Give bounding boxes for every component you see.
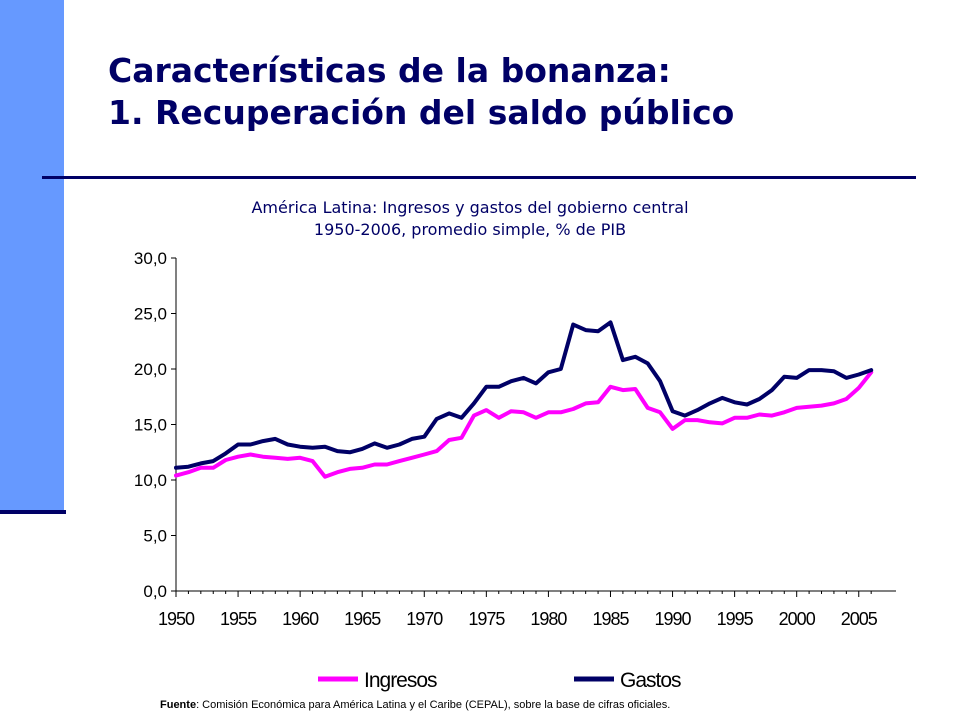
- x-axis: 1950 1955 1960 1965 1970 1975 1980 1985 1990 1995…: [158, 590, 896, 629]
- y-tick-label: 0,0: [143, 582, 167, 601]
- x-tick-label: 1955: [220, 609, 257, 629]
- slide-title: Características de la bonanza: 1. Recupe…: [108, 50, 734, 134]
- side-accent-line: [0, 510, 66, 514]
- chart-subtitle: 1950-2006, promedio simple, % de PIB: [313, 220, 627, 239]
- slide-title-line2: 1. Recuperación del saldo público: [108, 93, 735, 132]
- legend-label-gastos: Gastos: [620, 669, 681, 692]
- y-tick-label: 25,0: [134, 305, 167, 324]
- x-tick-label: 2005: [841, 609, 878, 629]
- series-line-ingresos: [174, 370, 874, 479]
- slide-title-line1: Características de la bonanza:: [108, 51, 671, 90]
- y-tick-label: 5,0: [143, 527, 167, 546]
- x-tick-label: 1990: [655, 609, 692, 629]
- x-tick-label: 1995: [717, 609, 754, 629]
- x-tick-label: 1985: [592, 609, 629, 629]
- y-tick-label: 20,0: [134, 360, 167, 379]
- x-tick-label: 1970: [406, 609, 443, 629]
- series-line-gastos: [174, 320, 874, 470]
- x-tick-label: 1980: [530, 609, 567, 629]
- title-divider: [42, 176, 916, 179]
- x-tick-label: 1975: [468, 609, 505, 629]
- source-label: Fuente: [160, 699, 197, 711]
- series-layer: [174, 320, 874, 479]
- legend-label-ingresos: Ingresos: [364, 669, 437, 692]
- x-tick-label: 2000: [779, 609, 816, 629]
- chart-legend: Ingresos Gastos: [318, 669, 682, 692]
- x-tick-label: 1950: [158, 609, 195, 629]
- y-axis: 0,0 5,0 10,0 15,0 20,0 25,0 30,0: [134, 249, 177, 601]
- y-tick-label: 10,0: [134, 471, 167, 490]
- side-accent-bar: [0, 0, 64, 512]
- x-tick-label: 1960: [282, 609, 319, 629]
- source-note: Fuente: Comisión Económica para América …: [160, 699, 670, 711]
- chart-title: América Latina: Ingresos y gastos del go…: [251, 198, 689, 217]
- y-tick-label: 30,0: [134, 249, 167, 268]
- x-tick-label: 1965: [344, 609, 381, 629]
- source-text: : Comisión Económica para América Latina…: [196, 699, 671, 711]
- y-tick-label: 15,0: [134, 416, 167, 435]
